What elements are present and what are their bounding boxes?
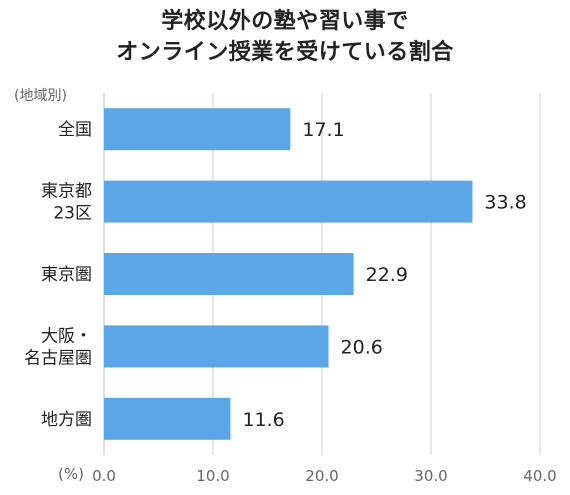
bar: [104, 397, 231, 440]
bar: [104, 253, 354, 295]
region-note: (地域別): [14, 88, 67, 104]
data-label: 20.6: [341, 336, 383, 358]
category-label: 地方圏: [41, 410, 92, 430]
x-tick-label: 10.0: [196, 467, 229, 485]
data-label: 17.1: [302, 119, 344, 141]
data-label: 11.6: [242, 409, 284, 431]
chart-title-line-1: 学校以外の塾や習い事で: [161, 9, 409, 34]
x-axis-unit-label: (%): [58, 465, 84, 483]
bar: [104, 180, 473, 223]
category-label: 全国: [58, 120, 92, 140]
data-label: 33.8: [484, 192, 526, 214]
data-label: 22.9: [366, 264, 408, 286]
category-label: 東京圏: [41, 265, 92, 285]
x-tick-label: 0.0: [92, 467, 116, 485]
category-label: 東京都: [41, 182, 92, 202]
x-tick-label: 20.0: [305, 467, 338, 485]
chart-title: 学校以外の塾や習い事で オンライン授業を受けている割合: [0, 6, 570, 68]
chart-title-line-2: オンライン授業を受けている割合: [116, 40, 454, 65]
category-label: 23区: [53, 204, 92, 224]
bar: [104, 108, 291, 151]
category-label: 大阪・: [41, 326, 92, 346]
bar: [104, 325, 329, 368]
x-tick-label: 30.0: [414, 467, 447, 485]
category-label: 名古屋圏: [24, 348, 92, 368]
x-tick-label: 40.0: [523, 467, 556, 485]
